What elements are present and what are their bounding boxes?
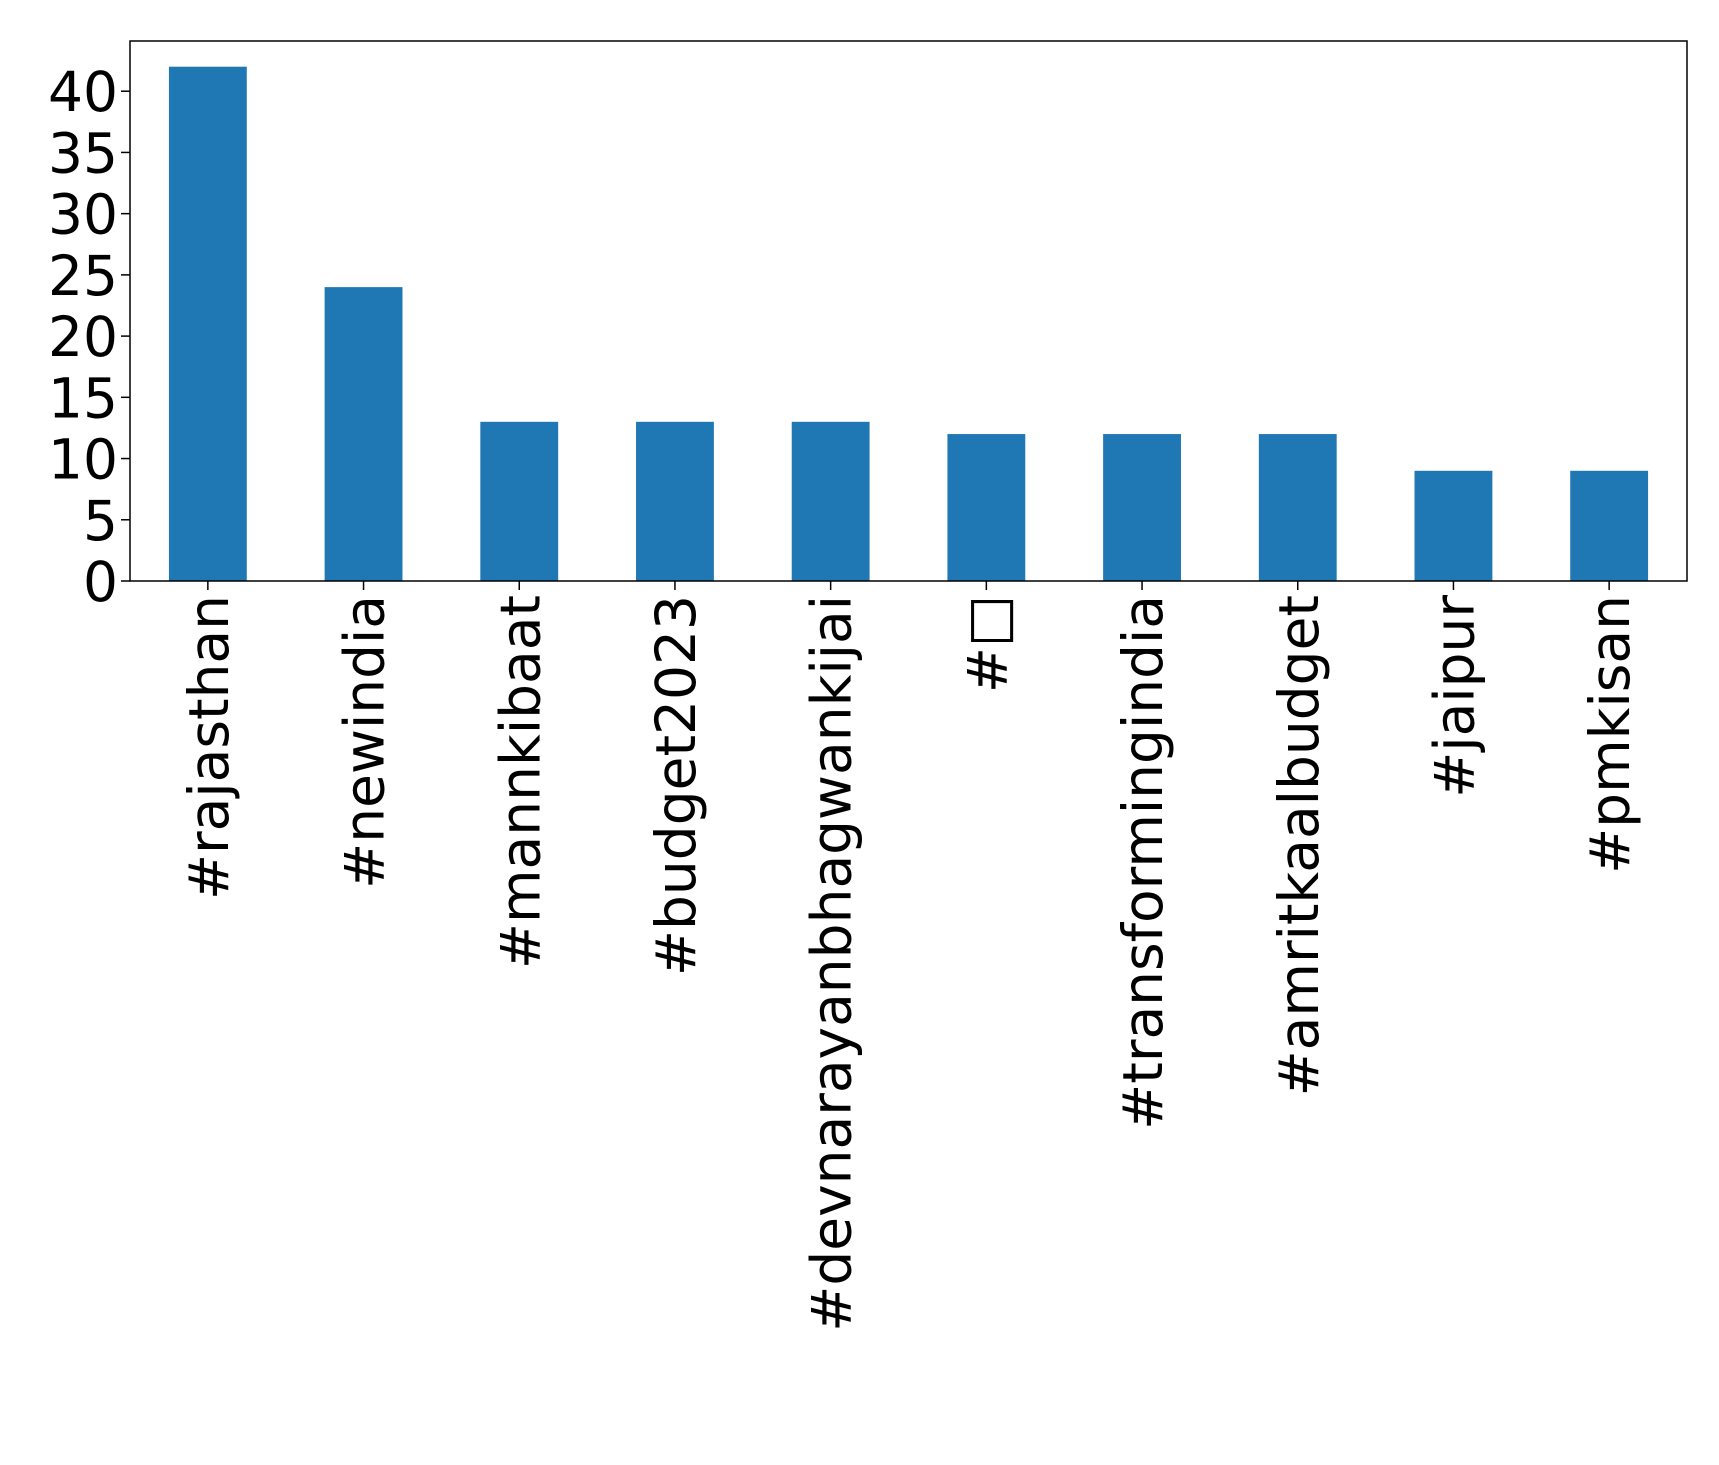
bar — [1103, 434, 1181, 581]
x-tick-label: #rajasthan — [177, 595, 241, 900]
y-tick-label: 0 — [83, 550, 118, 614]
x-tick-label: #amritkaalbudget — [1267, 595, 1331, 1096]
x-tick-label: #devnarayanbhagwankijai — [800, 595, 864, 1332]
bar — [1414, 470, 1493, 581]
bar — [480, 421, 559, 581]
y-tick-label: 10 — [48, 428, 118, 492]
bar — [947, 434, 1026, 581]
y-tick-label: 40 — [48, 60, 118, 124]
x-tick-label: #jaipur — [1422, 595, 1486, 798]
y-tick-label: 15 — [48, 366, 118, 430]
bar — [636, 421, 714, 581]
x-tick-label: #newindia — [333, 595, 397, 889]
y-tick-label: 5 — [83, 489, 118, 553]
x-tick-label: #mannkibaat — [488, 595, 552, 969]
bar — [1258, 434, 1337, 581]
x-tick-label: #transformingindia — [1111, 595, 1175, 1130]
x-tick-label: #pmkisan — [1578, 595, 1642, 874]
x-tick-label: #□ — [955, 595, 1019, 693]
bar — [1570, 470, 1649, 581]
bar — [791, 421, 870, 581]
bar — [324, 287, 403, 581]
y-tick-label: 20 — [48, 305, 118, 369]
x-tick-label: #budget2023 — [644, 595, 708, 976]
plot-frame — [129, 40, 1688, 582]
y-tick-label: 35 — [48, 121, 118, 185]
bar — [168, 66, 247, 581]
y-tick-label: 30 — [48, 183, 118, 247]
y-tick-label: 25 — [48, 244, 118, 308]
